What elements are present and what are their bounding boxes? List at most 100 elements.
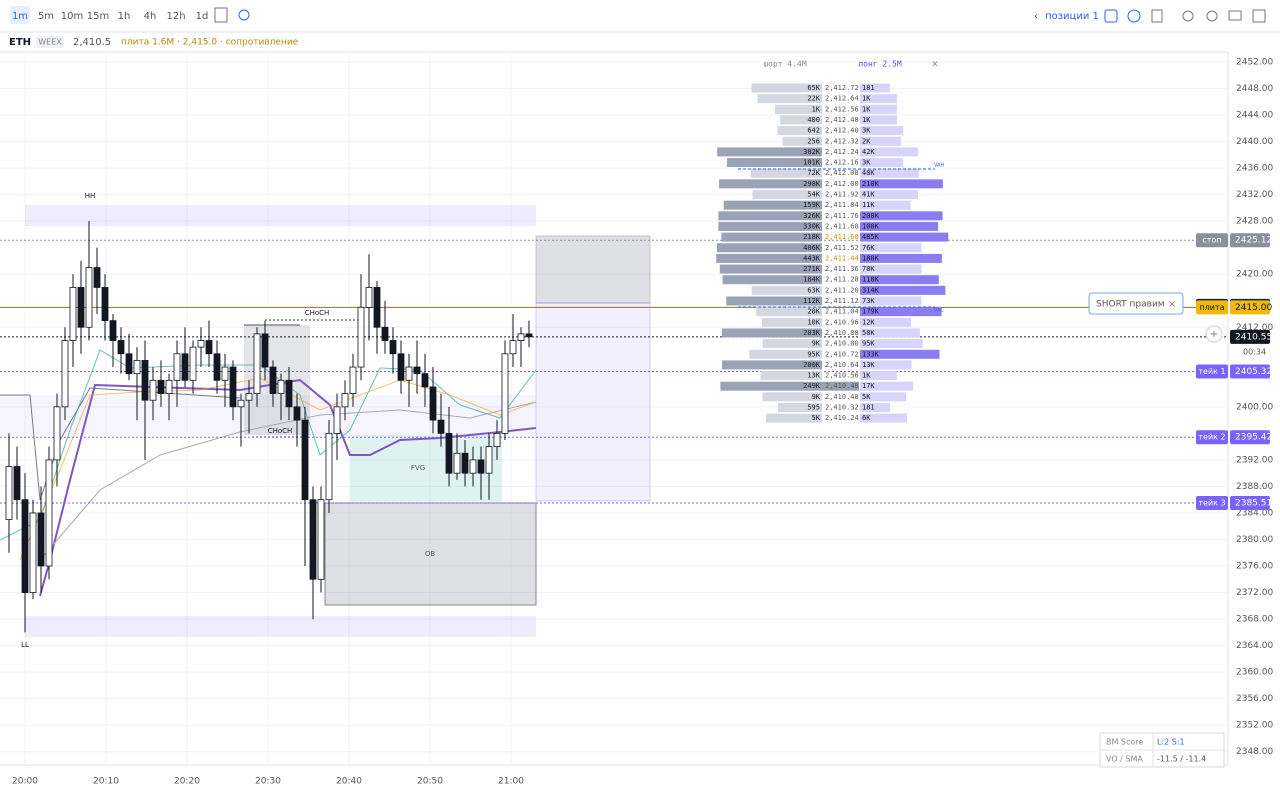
icon[interactable]	[238, 9, 250, 21]
timeframe[interactable]: 15m	[87, 11, 109, 22]
candle-body	[173, 353, 181, 381]
icon[interactable]	[1228, 10, 1242, 21]
ob-price: 2,410.64	[825, 361, 859, 369]
icon[interactable]	[1151, 9, 1163, 23]
ob-bid: 54K	[807, 191, 820, 199]
ob-ask-bar	[860, 381, 913, 391]
ob-bid: 9K	[812, 393, 821, 401]
y-tick-label: 2356.00	[1236, 694, 1273, 704]
candle-body	[21, 499, 29, 593]
ob-bid: 400	[807, 116, 820, 124]
ob-close[interactable]: ×	[931, 60, 939, 70]
candle-body	[285, 379, 293, 408]
candle-body	[189, 346, 197, 381]
y-tick-label: 2444.00	[1236, 111, 1273, 121]
icon[interactable]	[1104, 9, 1118, 23]
level-name: стоп	[1202, 236, 1221, 245]
badge	[36, 36, 64, 48]
ob-bid-bar	[775, 104, 822, 114]
ob-ask: 3K	[862, 127, 871, 135]
timeframe[interactable]: 4h	[144, 11, 157, 22]
ob-bid: 298K	[803, 180, 821, 188]
timeframe[interactable]: 10m	[61, 11, 83, 22]
y-tick-label: 2352.00	[1236, 721, 1273, 731]
candle-body	[85, 267, 93, 328]
ob-ask: 76K	[862, 244, 875, 252]
price-axis: 2452.00 2448.00 2444.00 2440.00 2436.00 2432.…	[1196, 57, 1273, 757]
icon[interactable]	[214, 7, 228, 23]
ob-bid: 382K	[803, 148, 821, 156]
ob-price: 2,411.12	[825, 297, 859, 305]
ob-bid: 1K	[812, 105, 821, 113]
ob-bid: 112K	[803, 297, 821, 305]
ob-ask-bar	[860, 392, 907, 402]
label: VAL	[934, 308, 944, 314]
ob-ask: 95K	[862, 340, 875, 348]
indicator-line	[0, 349, 537, 541]
ob-bid: 101K	[803, 159, 821, 167]
candle-body	[309, 499, 317, 580]
ob-bid: 203K	[803, 329, 821, 337]
ob-ask: 118K	[862, 276, 880, 284]
level-tag	[1230, 300, 1270, 315]
positions[interactable]: позиции 1	[1045, 11, 1099, 22]
candle-body	[181, 353, 189, 381]
ob-ask: 133K	[862, 350, 880, 358]
ob-bid: 595	[807, 404, 820, 412]
ob-bid-bar	[762, 392, 822, 402]
ob-ask: 314K	[862, 286, 880, 294]
ob-ask-bar	[860, 179, 943, 189]
ob-bid: 10K	[807, 318, 820, 326]
y-tick-label: 2436.00	[1236, 164, 1273, 174]
y-tick-label: 2360.00	[1236, 668, 1273, 678]
level-tag	[1230, 495, 1270, 510]
timeframe[interactable]: 1h	[118, 11, 131, 22]
y-tick-label: 2364.00	[1236, 641, 1273, 651]
icon[interactable]	[1127, 9, 1141, 23]
ob-bid-bar	[718, 211, 822, 221]
add-button[interactable]	[1205, 325, 1223, 343]
ob-ask-bar	[860, 328, 920, 338]
indicator-line	[39, 378, 537, 597]
score-value: L:2 S:1	[1157, 738, 1185, 747]
candle-body	[445, 432, 453, 474]
target-zone	[535, 302, 651, 502]
ob-ask: 58K	[862, 329, 875, 337]
icon[interactable]	[1206, 10, 1218, 22]
add-icon[interactable]: +	[1210, 329, 1218, 340]
x-tick-label: 20:40	[336, 777, 362, 787]
y-tick-label: 2380.00	[1236, 535, 1273, 545]
level-value: 2405.32	[1235, 367, 1272, 377]
ob-ask-bar	[860, 307, 942, 317]
back-icon[interactable]: ‹	[1034, 11, 1038, 22]
ob-ask-bar	[860, 285, 946, 295]
exchange: WEEX	[38, 38, 62, 47]
timeframe[interactable]: 1d	[196, 11, 209, 22]
ob-bid: 200K	[803, 361, 821, 369]
ob-ask: 3K	[862, 159, 871, 167]
timeframe[interactable]: 5m	[38, 11, 54, 22]
icon[interactable]	[1252, 9, 1266, 23]
close-icon[interactable]: ×	[1168, 299, 1176, 310]
ob-ask-bar	[860, 264, 922, 274]
short-label[interactable]: SHORT правим	[1096, 300, 1165, 310]
score-value: -11.5 / -11.4	[1157, 755, 1206, 764]
timeframe[interactable]: 1m	[12, 11, 28, 22]
last-price-tag	[1230, 329, 1270, 344]
y-tick-label: 2388.00	[1236, 482, 1273, 492]
candle-body	[485, 446, 493, 474]
ob-bid: 406K	[803, 244, 821, 252]
short-button[interactable]	[1088, 292, 1184, 315]
level-tag	[1230, 430, 1270, 445]
candle-body	[405, 366, 413, 381]
timeframe[interactable]: 12h	[166, 11, 185, 22]
last-price: 2410.55	[1235, 332, 1272, 342]
icon[interactable]	[1182, 10, 1194, 22]
ob-price: 2,410.96	[825, 318, 859, 326]
ob-ask-bar	[860, 232, 949, 242]
candle-body	[157, 379, 165, 394]
candle-body	[357, 306, 365, 368]
level-value: 2425.12	[1235, 236, 1272, 246]
label: FVG	[411, 464, 425, 472]
zone	[25, 616, 536, 637]
